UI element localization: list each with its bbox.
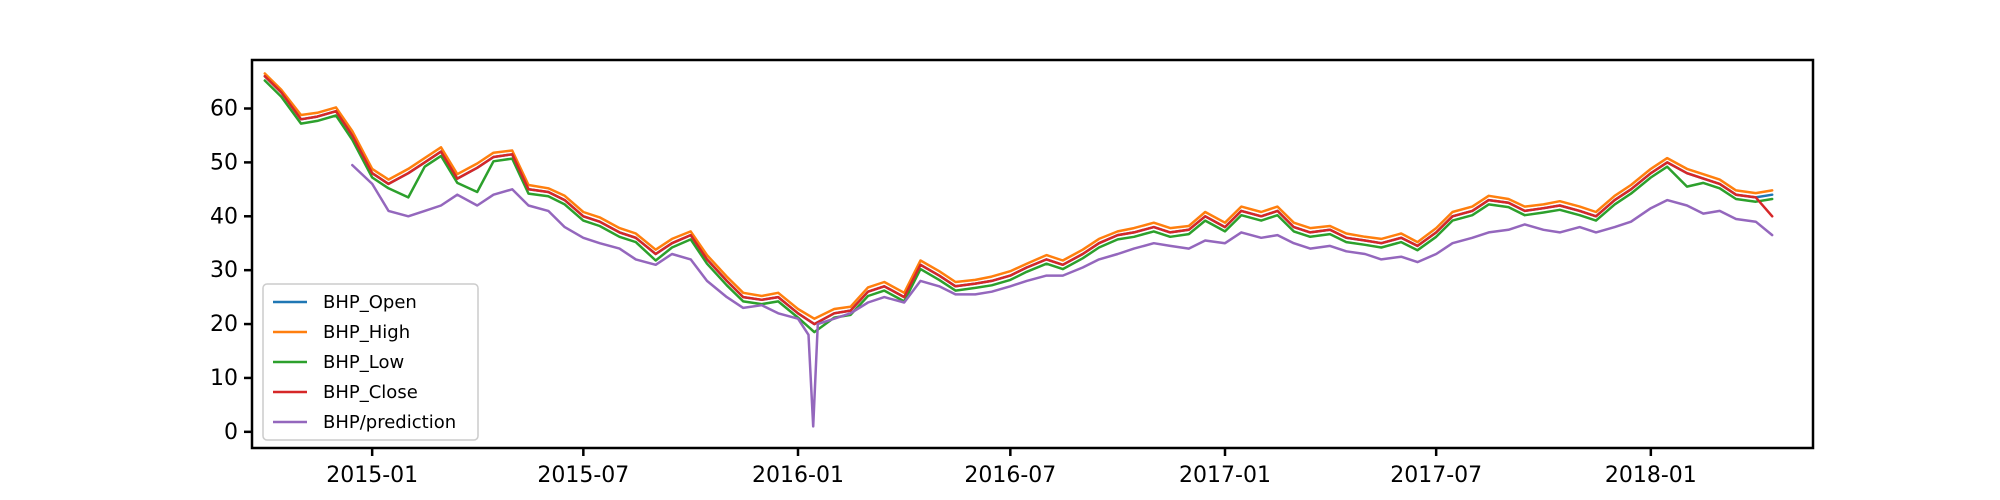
x-tick-label: 2017-07 [1390,463,1482,488]
legend-box [262,283,479,441]
series-line-4 [351,163,1774,428]
series-line-0 [263,74,1774,326]
x-tick-label: 2016-07 [964,463,1056,488]
y-tick-label: 50 [210,150,238,175]
legend: BHP_Open BHP_High BHP_Low BHP_Close BHP/pred… [262,283,479,441]
legend-label: BHP_Close [323,382,418,403]
legend-label: BHP_Open [323,292,417,313]
x-tick-label: 2016-01 [752,463,844,488]
x-tick-label: 2015-07 [537,463,629,488]
y-axis: 0 10 20 30 40 50 60 [210,97,252,445]
legend-label: BHP/prediction [323,412,456,433]
y-tick-label: 30 [210,258,238,283]
y-tick-label: 0 [224,420,238,445]
y-tick-label: 10 [210,366,238,391]
x-tick-label: 2018-01 [1605,463,1697,488]
y-tick-label: 20 [210,312,238,337]
y-tick-label: 40 [210,204,238,229]
legend-label: BHP_Low [323,352,404,373]
series-line-2 [263,79,1774,334]
legend-label: BHP_High [323,322,410,343]
y-tick-label: 60 [210,97,238,122]
series-line-3 [263,74,1774,326]
x-axis: 2015-01 2015-07 2016-01 2016-07 2017-01 2017-… [326,448,1697,488]
plot-frame [250,58,1815,450]
x-tick-label: 2017-01 [1179,463,1271,488]
x-tick-label: 2015-01 [326,463,418,488]
series-line-1 [263,72,1774,320]
series-layer [263,72,1774,428]
